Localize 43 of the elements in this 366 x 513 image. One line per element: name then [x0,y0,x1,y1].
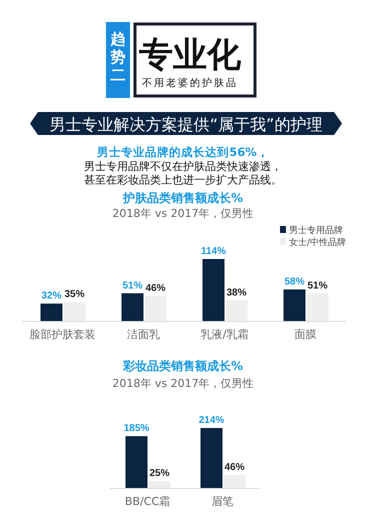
data-label: 58% [284,276,305,288]
bar [144,296,166,321]
bar [226,300,248,321]
x-tick-label: 眉笔 [212,495,234,508]
data-label: 38% [226,287,247,298]
text: 专业化 [138,35,242,75]
data-label: 46% [224,462,245,474]
x-tick-label: BB/CC霜 [124,495,170,508]
data-label: 51% [307,280,328,292]
bar [148,480,170,488]
bar [284,289,306,321]
data-label: 51% [122,280,143,292]
x-tick-label: 乳液/乳霜 [200,328,248,341]
chart-title: 彩妆品类销售额成长% [122,359,244,373]
chart-title: 护肤品类销售额成长% [122,191,244,205]
text: 男士专业品牌的成长达到56%， [96,145,269,159]
bar [200,428,222,488]
text: 男士专业解决方案提供“属于我”的护理 [50,115,322,134]
bar [126,436,148,488]
data-label: 32% [41,290,62,302]
bar [224,475,246,488]
bar [122,293,144,321]
bar [64,302,86,321]
x-tick-label: 脸部护肤套装 [30,328,96,341]
data-label: 35% [64,288,85,300]
chart-subtitle: 2018年 vs 2017年，仅男性 [112,207,254,220]
text: 趋势二 [110,30,126,84]
text: 男士专用品牌不仅在护肤品类快速渗透， [84,160,282,173]
data-label: 25% [149,468,170,479]
data-label: 114% [200,246,226,257]
data-label: 214% [198,415,224,426]
legend-label: 男士专用品牌 [289,225,343,236]
text: 不用老婆的护肤品 [142,77,238,89]
bar [306,293,328,321]
data-label: 46% [145,282,166,294]
x-tick-label: 洁面乳 [127,328,160,341]
text: 甚至在彩妆品类上也进一步扩大产品线。 [84,174,282,186]
x-tick-label: 面膜 [294,328,316,341]
legend-label: 女士/中性品牌 [289,237,346,248]
bar [202,259,224,321]
chart-subtitle: 2018年 vs 2017年，仅男性 [112,377,254,390]
bar [40,304,62,321]
data-label: 185% [124,423,150,434]
